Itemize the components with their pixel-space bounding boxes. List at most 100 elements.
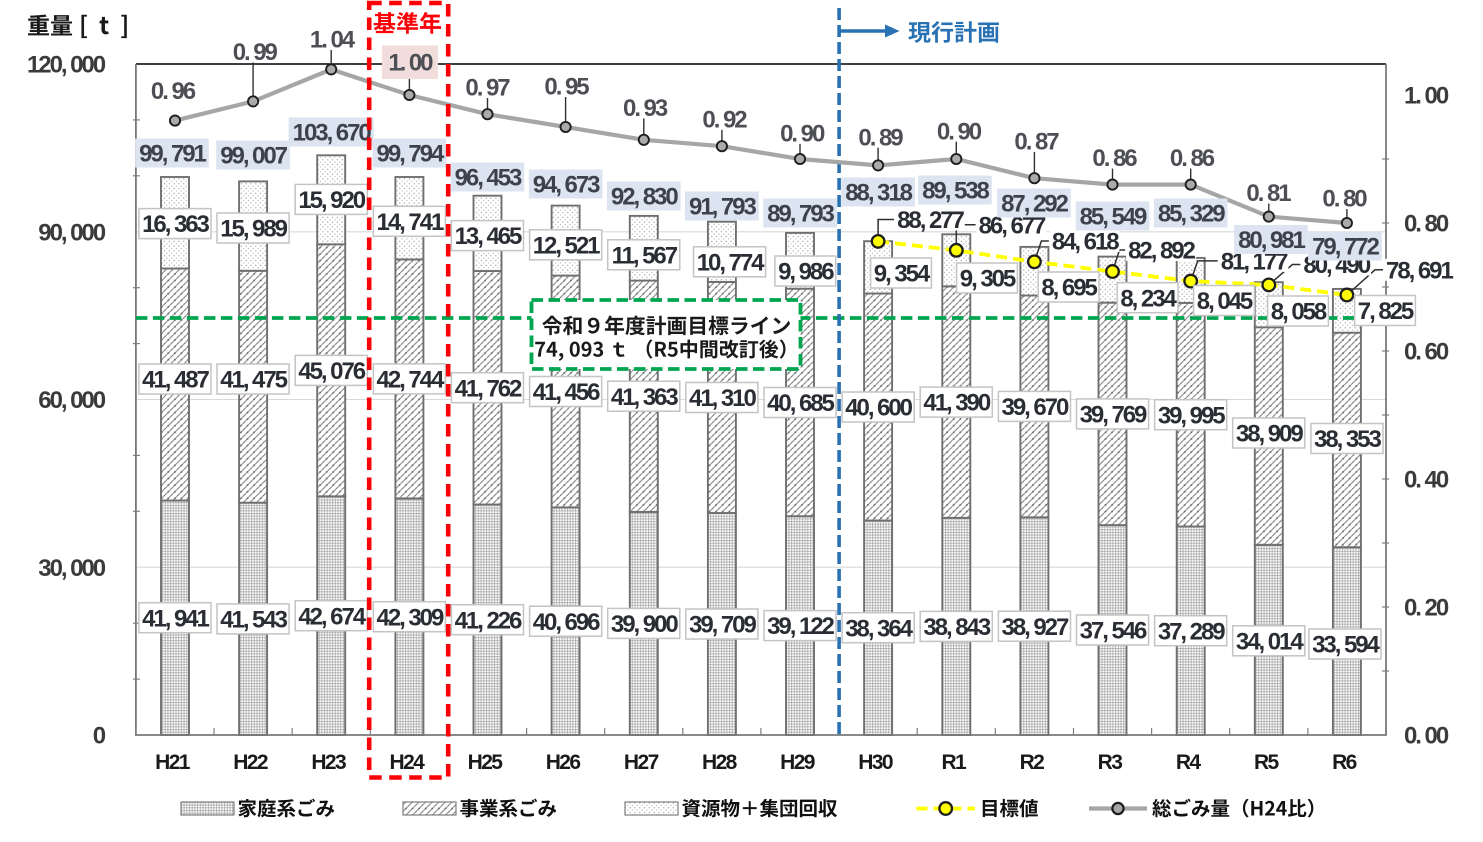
svg-text:1. 00: 1. 00: [388, 50, 433, 77]
svg-text:94, 673: 94, 673: [533, 172, 600, 199]
svg-text:0. 97: 0. 97: [465, 75, 510, 102]
svg-text:39, 122: 39, 122: [767, 613, 834, 640]
svg-text:H30: H30: [858, 751, 893, 774]
svg-text:R3: R3: [1098, 751, 1123, 774]
svg-text:99, 791: 99, 791: [139, 141, 206, 168]
svg-text:H29: H29: [780, 751, 815, 774]
svg-text:78, 691: 78, 691: [1386, 257, 1453, 284]
svg-text:33, 594: 33, 594: [1312, 632, 1380, 659]
svg-text:41, 390: 41, 390: [923, 390, 990, 417]
svg-text:0. 92: 0. 92: [702, 106, 747, 133]
svg-text:88, 277: 88, 277: [897, 207, 964, 234]
svg-text:0. 86: 0. 86: [1092, 145, 1137, 172]
svg-text:13, 465: 13, 465: [455, 223, 522, 250]
svg-text:H28: H28: [702, 751, 738, 774]
svg-text:7, 825: 7, 825: [1358, 298, 1414, 325]
svg-text:R6: R6: [1332, 751, 1357, 774]
svg-text:38, 843: 38, 843: [923, 614, 990, 641]
svg-text:9, 986: 9, 986: [778, 259, 834, 286]
svg-text:0. 90: 0. 90: [780, 121, 825, 148]
svg-text:H24: H24: [390, 751, 426, 774]
svg-text:89, 538: 89, 538: [922, 178, 989, 205]
svg-text:0. 93: 0. 93: [623, 95, 668, 122]
svg-text:42, 744: 42, 744: [377, 367, 445, 394]
svg-text:0. 86: 0. 86: [1170, 145, 1215, 172]
svg-text:9, 354: 9, 354: [874, 261, 931, 288]
svg-text:0. 60: 0. 60: [1404, 339, 1449, 366]
svg-text:1. 04: 1. 04: [310, 27, 356, 54]
svg-text:120, 000: 120, 000: [27, 52, 106, 79]
svg-text:38, 909: 38, 909: [1236, 421, 1303, 448]
svg-text:84, 618: 84, 618: [1052, 229, 1119, 256]
svg-text:H26: H26: [546, 751, 581, 774]
svg-text:R1: R1: [941, 751, 967, 774]
svg-text:8, 695: 8, 695: [1041, 275, 1097, 302]
svg-text:10, 774: 10, 774: [697, 249, 765, 276]
svg-text:41, 310: 41, 310: [689, 385, 756, 412]
svg-text:0. 87: 0. 87: [1014, 129, 1059, 156]
svg-text:R5: R5: [1254, 751, 1280, 774]
svg-text:0. 00: 0. 00: [1404, 723, 1449, 750]
svg-text:8, 045: 8, 045: [1197, 288, 1253, 315]
svg-text:39, 769: 39, 769: [1080, 402, 1147, 429]
svg-text:45, 076: 45, 076: [298, 358, 365, 385]
svg-text:30, 000: 30, 000: [38, 555, 105, 582]
svg-text:41, 456: 41, 456: [533, 379, 600, 406]
svg-text:H23: H23: [311, 751, 346, 774]
svg-text:90, 000: 90, 000: [38, 219, 105, 246]
svg-text:9, 305: 9, 305: [960, 266, 1016, 293]
svg-text:0. 40: 0. 40: [1404, 467, 1449, 494]
svg-text:34, 014: 34, 014: [1236, 628, 1304, 655]
svg-text:103, 670: 103, 670: [293, 120, 372, 147]
svg-text:85, 329: 85, 329: [1158, 201, 1225, 228]
svg-text:40, 600: 40, 600: [845, 395, 912, 422]
svg-text:0. 81: 0. 81: [1246, 180, 1291, 207]
svg-text:0. 95: 0. 95: [544, 74, 589, 101]
svg-text:42, 309: 42, 309: [377, 604, 444, 631]
svg-text:99, 007: 99, 007: [220, 143, 287, 170]
svg-text:16, 363: 16, 363: [142, 211, 209, 238]
svg-text:39, 670: 39, 670: [1002, 394, 1069, 421]
svg-text:0. 20: 0. 20: [1404, 595, 1449, 622]
svg-text:41, 363: 41, 363: [611, 384, 678, 411]
svg-text:60, 000: 60, 000: [38, 387, 105, 414]
svg-text:41, 543: 41, 543: [220, 607, 287, 634]
svg-text:0. 90: 0. 90: [937, 118, 982, 145]
svg-text:39, 709: 39, 709: [689, 612, 756, 639]
svg-text:41, 475: 41, 475: [220, 367, 287, 394]
svg-text:R2: R2: [1020, 751, 1045, 774]
svg-text:92, 830: 92, 830: [611, 184, 678, 211]
svg-text:0. 80: 0. 80: [1404, 211, 1449, 238]
svg-text:41, 226: 41, 226: [455, 607, 522, 634]
svg-text:0. 99: 0. 99: [233, 39, 278, 66]
svg-text:91, 793: 91, 793: [689, 194, 756, 221]
svg-text:88, 318: 88, 318: [845, 180, 912, 207]
svg-text:40, 696: 40, 696: [533, 609, 600, 636]
svg-text:0: 0: [93, 723, 106, 750]
svg-text:39, 995: 39, 995: [1158, 402, 1225, 429]
svg-text:H25: H25: [468, 751, 504, 774]
svg-text:0. 96: 0. 96: [151, 78, 196, 105]
svg-text:89, 793: 89, 793: [767, 201, 834, 228]
svg-text:0. 89: 0. 89: [858, 124, 903, 151]
svg-text:41, 762: 41, 762: [455, 375, 522, 402]
svg-text:38, 364: 38, 364: [845, 615, 913, 642]
svg-text:87, 292: 87, 292: [1001, 191, 1068, 218]
svg-text:37, 289: 37, 289: [1158, 618, 1225, 645]
svg-text:41, 941: 41, 941: [142, 605, 209, 632]
svg-text:85, 549: 85, 549: [1080, 204, 1147, 231]
svg-text:8, 058: 8, 058: [1271, 299, 1327, 326]
svg-text:80, 981: 80, 981: [1238, 227, 1305, 254]
svg-text:82, 892: 82, 892: [1128, 238, 1195, 265]
svg-text:8, 234: 8, 234: [1120, 285, 1177, 312]
svg-text:15, 989: 15, 989: [220, 216, 287, 243]
svg-text:38, 353: 38, 353: [1314, 426, 1381, 453]
svg-text:14, 741: 14, 741: [377, 209, 444, 236]
svg-text:0. 80: 0. 80: [1322, 186, 1367, 213]
svg-text:38, 927: 38, 927: [1002, 614, 1069, 641]
svg-text:R4: R4: [1176, 751, 1202, 774]
svg-text:H21: H21: [155, 751, 191, 774]
svg-text:12, 521: 12, 521: [533, 232, 600, 259]
svg-text:39, 900: 39, 900: [611, 611, 678, 638]
svg-text:99, 794: 99, 794: [377, 141, 445, 168]
